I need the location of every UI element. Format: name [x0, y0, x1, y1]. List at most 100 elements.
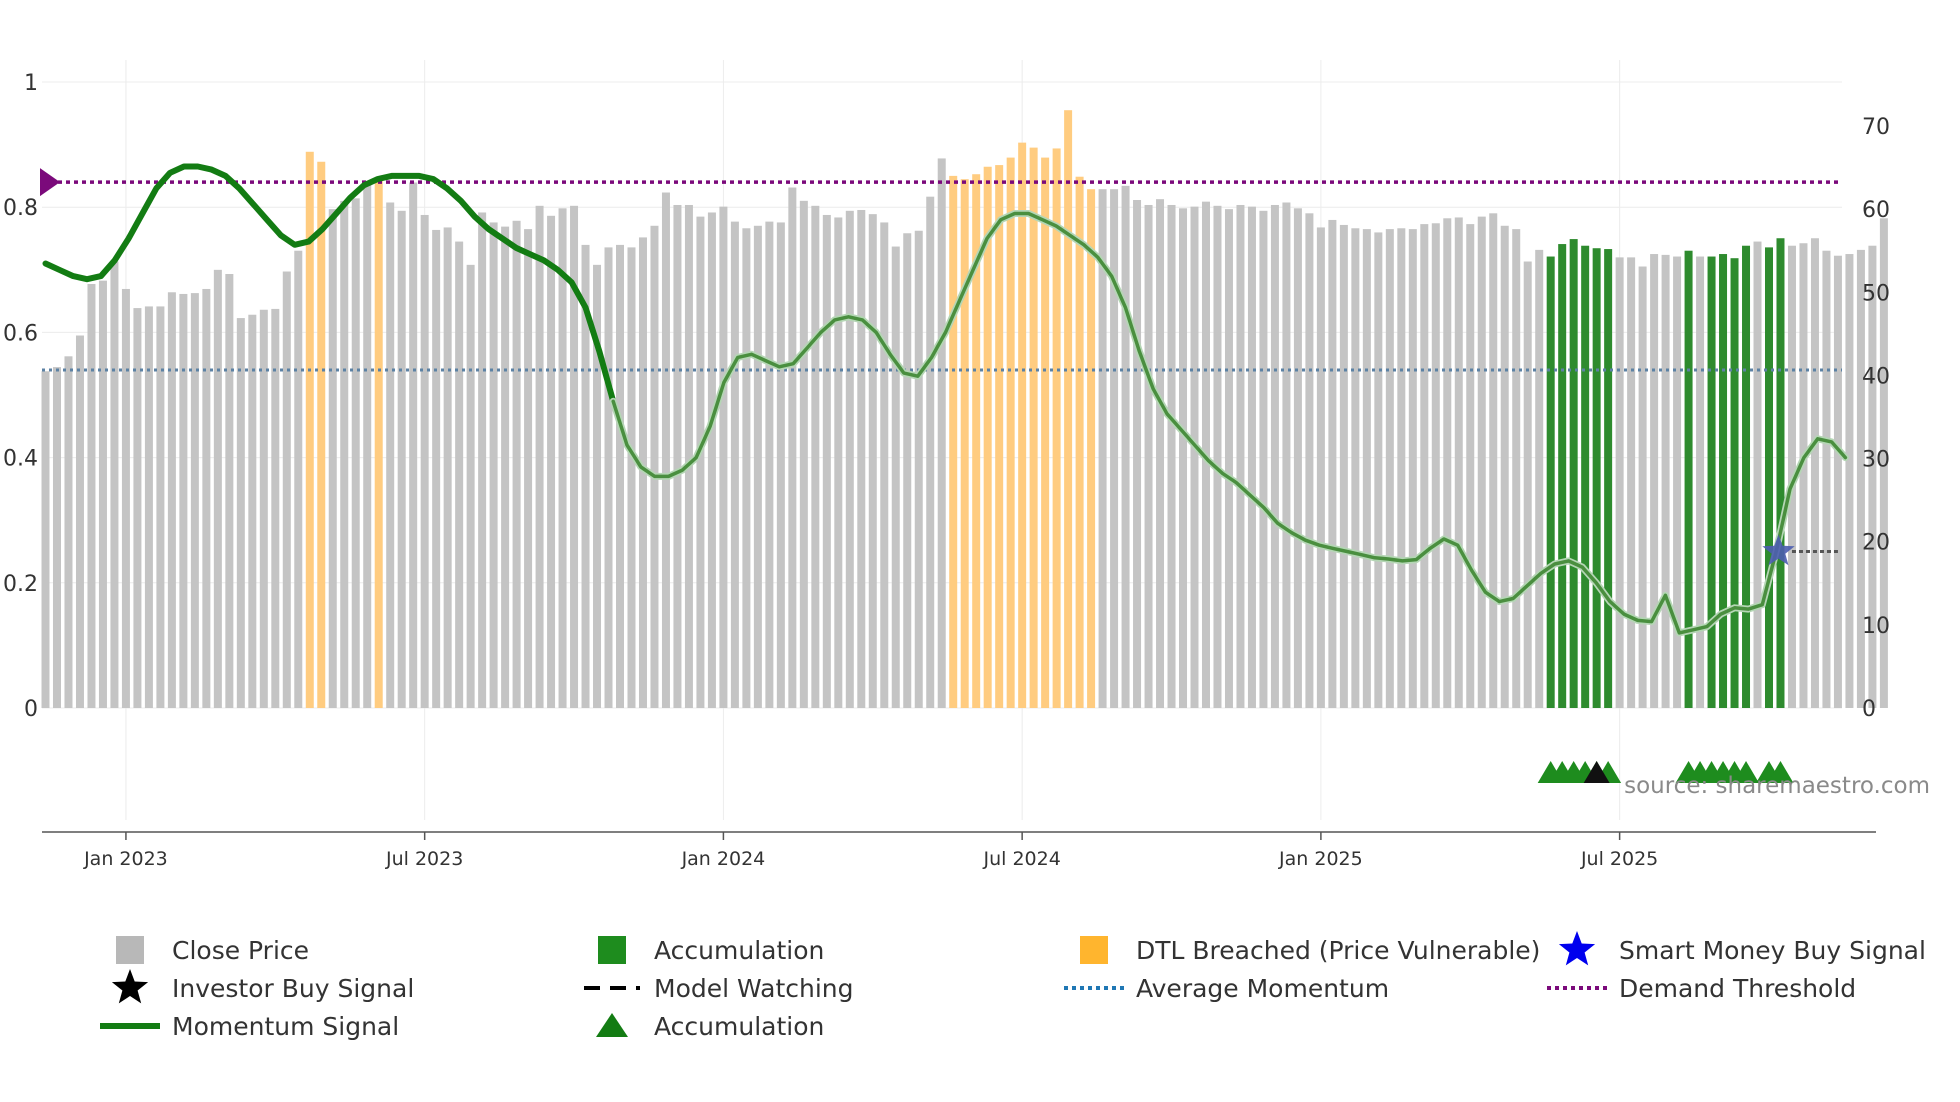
close-price-bar [179, 293, 188, 708]
close-price-bar [650, 225, 659, 708]
close-price-bar [1351, 228, 1360, 708]
close-price-bar [1696, 256, 1705, 708]
legend-label: Smart Money Buy Signal [1619, 936, 1926, 965]
close-price-bar [1500, 225, 1509, 708]
close-price-bar [1121, 185, 1130, 708]
close-price-bar [259, 309, 268, 708]
close-price-bar [225, 273, 234, 708]
x-axis-tick-label: Jan 2023 [83, 848, 168, 870]
legend-star-icon [111, 969, 149, 1004]
close-price-bar [1879, 218, 1888, 708]
close-price-bar [949, 175, 958, 708]
close-price-bar [501, 226, 510, 709]
close-price-bar [363, 184, 372, 708]
close-price-bar [926, 196, 935, 708]
legend-label: Accumulation [654, 1012, 824, 1041]
legend-label: Model Watching [654, 974, 854, 1003]
close-price-bar [1224, 209, 1233, 708]
legend: Close Price Accumulation DTL Breached (Pri… [100, 931, 1926, 1041]
right-axis-tick-label: 0 [1862, 697, 1876, 722]
close-price-bar [616, 244, 624, 708]
close-price-bar [1776, 238, 1785, 708]
close-price-bar [397, 210, 406, 708]
close-price-bar [1110, 189, 1119, 708]
close-price-bar [236, 318, 245, 708]
close-price-bar [213, 269, 222, 708]
close-price-bar [1845, 254, 1854, 709]
close-price-bar [328, 209, 337, 708]
close-price-bar [834, 217, 843, 708]
legend-item: Accumulation [596, 1012, 824, 1041]
right-axis-tick-label: 60 [1862, 198, 1890, 223]
left-axis-tick-label: 0.8 [3, 196, 38, 221]
close-price-bar [305, 151, 314, 708]
close-price-bar [87, 283, 96, 708]
legend-label: DTL Breached (Price Vulnerable) [1136, 936, 1540, 965]
legend-item: Average Momentum [1064, 974, 1389, 1003]
close-price-bar [1374, 232, 1383, 708]
close-price-bar [144, 306, 153, 708]
close-price-bar [661, 192, 670, 708]
legend-label: Momentum Signal [172, 1012, 399, 1041]
close-price-bar [294, 250, 303, 708]
close-price-bar [1087, 189, 1096, 708]
close-price-bar [1512, 229, 1521, 708]
close-price-bar [891, 246, 900, 709]
close-price-bar [1558, 244, 1567, 708]
legend-triangle-icon [596, 1013, 628, 1037]
source-label: source: sharemaestro.com [1624, 773, 1930, 799]
close-price-bar [386, 202, 395, 708]
close-price-bar [248, 314, 257, 708]
close-price-bar [1385, 229, 1394, 708]
close-price-bar [1523, 261, 1532, 708]
close-price-bar [455, 241, 464, 708]
close-price-bar [282, 271, 291, 708]
momentum-signal-line [42, 163, 617, 405]
close-price-bar [1236, 204, 1245, 708]
close-price-bar [707, 212, 716, 708]
accumulation-marker [1767, 761, 1794, 783]
close-price-bar [340, 200, 349, 709]
close-price-bar [558, 208, 567, 708]
close-price-bar [1133, 199, 1142, 709]
x-axis-tick-label: Jul 2025 [1580, 848, 1658, 870]
legend-label: Close Price [172, 936, 309, 965]
close-price-bar [845, 210, 854, 708]
investor-buy-marker [1583, 761, 1610, 783]
close-price-bar [581, 244, 590, 708]
close-price-bar [776, 222, 785, 708]
x-axis-tick-label: Jul 2023 [385, 848, 463, 870]
close-price-bar [1546, 256, 1555, 708]
close-price-bar [1868, 245, 1877, 708]
close-price-bar [1179, 208, 1188, 708]
close-price-bar [880, 222, 889, 708]
legend-item: Momentum Signal [100, 1012, 399, 1041]
close-price-bar [1673, 256, 1682, 708]
close-price-bar [64, 356, 73, 708]
close-price-bar [868, 214, 877, 709]
close-price-bar [995, 165, 1004, 708]
close-price-bar [133, 308, 142, 708]
close-price-bar [1397, 228, 1406, 708]
x-axis-tick-label: Jan 2024 [681, 848, 766, 870]
close-price-bar [41, 371, 50, 708]
legend-label: Average Momentum [1136, 974, 1389, 1003]
close-price-bar [1213, 205, 1222, 708]
close-price-bar [1293, 208, 1302, 708]
close-price-bar [1604, 249, 1613, 708]
close-price-bar [1362, 229, 1371, 708]
close-price-bar [317, 161, 326, 708]
close-price-bar [121, 288, 130, 708]
close-price-bar [1592, 248, 1601, 708]
legend-label: Accumulation [654, 936, 824, 965]
close-price-bar [1270, 204, 1279, 708]
close-price-bar [167, 292, 176, 708]
right-axis-tick-label: 40 [1862, 364, 1890, 389]
close-price-bar [753, 225, 762, 708]
close-price-bar [799, 200, 808, 709]
close-price-bar [1810, 238, 1819, 708]
close-price-bar [1684, 250, 1693, 708]
reference-lines [40, 168, 1842, 372]
